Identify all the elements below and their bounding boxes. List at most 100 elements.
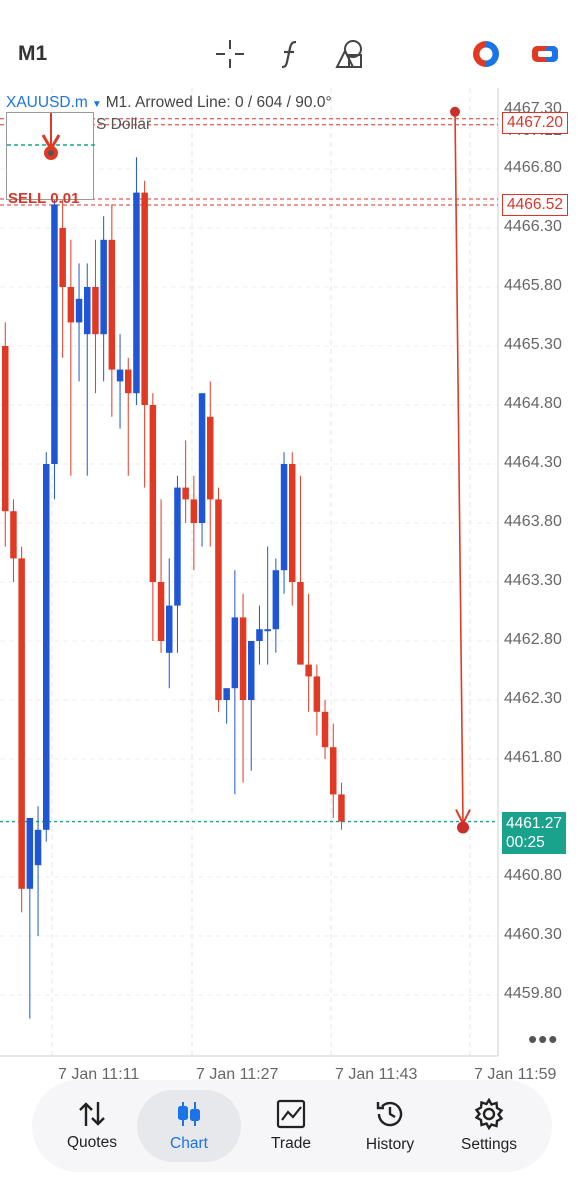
nav-history-label: History [365,1136,415,1153]
candle-body [280,464,288,571]
arrow-preview-icon [7,113,95,160]
nav-settings[interactable]: Settings [437,1090,541,1162]
candle-body [231,617,239,689]
more-icon[interactable]: ••• [528,1024,559,1054]
quotes-icon [79,1102,105,1126]
objects-icon[interactable] [332,36,368,72]
arrow-end-handle [457,821,469,834]
candle-body [108,239,116,370]
candle-body [67,287,75,323]
candle-body [264,629,271,632]
candle-body [141,192,148,405]
price-tick-label: 4460.30 [504,926,562,943]
nav-trade-label: Trade [271,1135,311,1152]
price-tick-label: 4466.30 [504,218,562,235]
sell-price-badge[interactable]: 4467.20 [502,112,569,134]
current-price-badge: 4461.27 00:25 [502,812,567,854]
candle-body [330,747,337,795]
time-axis-label: 7 Jan 11:43 [335,1066,418,1083]
candle-body [272,570,280,630]
candle-body [215,499,222,700]
candle-body [182,487,189,500]
price-tick-label: 4465.80 [504,277,562,294]
nav-quotes-label: Quotes [67,1134,117,1151]
chart-canvas[interactable] [0,88,582,1088]
timeframe-button[interactable]: M1 [18,42,48,65]
nav-settings-label: Settings [460,1136,517,1153]
candle-body [207,416,214,500]
time-axis-label: 7 Jan 11:59 [474,1066,557,1083]
candle-body [248,641,255,700]
candle-body [125,369,132,394]
symbol-description: S Dollar [96,116,152,133]
candle-body [59,228,66,287]
nav-chart-label: Chart [170,1135,208,1152]
candle-body [239,617,247,700]
nav-trade[interactable]: Trade [239,1090,343,1162]
price-tick-label: 4464.30 [504,454,562,471]
one-click-trading-icon[interactable] [468,36,504,72]
trade-toggle-icon[interactable] [527,36,563,72]
sell-price-badge[interactable]: 4466.52 [502,194,569,216]
chart-icon [178,1102,200,1126]
candle-body [84,287,91,335]
price-tick-label: 4460.80 [504,867,562,884]
candle-body [2,346,9,512]
candle-body [313,676,321,712]
arrowed-line [454,111,464,824]
candle-body [289,464,296,582]
candle-body [223,688,230,700]
price-tick-label: 4464.80 [504,395,562,412]
settings-icon [474,1098,504,1130]
arrow-start-handle [450,106,460,117]
price-tick-label: 4465.30 [504,336,562,353]
bar-countdown: 00:25 [506,834,545,851]
chart-info-line: XAUUSD.m ▼ M1. Arrowed Line: 0 / 604 / 90.… [6,94,332,112]
history-icon [376,1101,403,1127]
price-tick-label: 4462.30 [504,690,562,707]
candle-body [190,499,198,523]
price-tick-label: 4463.30 [504,572,562,589]
symbol-name[interactable]: XAUUSD.m [6,94,88,111]
candle-body [149,405,157,582]
candle-body [75,298,83,323]
candle-body [10,511,17,559]
price-tick-label: 4466.80 [504,159,562,176]
candle-body [157,582,165,641]
bottom-navigation: Quotes Chart Trade History Settings [32,1080,552,1172]
time-axis-label: 7 Jan 11:11 [58,1066,140,1083]
candle-body [100,239,107,335]
candle-body [338,794,345,822]
crosshair-icon[interactable] [212,36,248,72]
sell-order-label[interactable]: SELL 0.01 [8,190,80,207]
candle-body [26,818,34,889]
candle-body [297,582,304,665]
nav-chart[interactable]: Chart [137,1090,241,1162]
current-price-value: 4461.27 [506,815,563,832]
candle-body [256,629,263,641]
nav-quotes[interactable]: Quotes [40,1090,144,1162]
nav-history[interactable]: History [338,1090,442,1162]
trade-icon [276,1099,306,1129]
candle-body [133,192,140,394]
arrowed-line-thumbnail [6,112,95,200]
price-tick-label: 4461.80 [504,749,562,766]
candle-body [18,558,25,889]
price-tick-label: 4459.80 [504,985,562,1002]
candle-body [92,287,99,335]
candle-body [198,393,206,523]
candle-body [43,464,50,830]
price-tick-label: 4463.80 [504,513,562,530]
candle-body [305,664,312,677]
candle-body [51,204,58,464]
candle-body [116,369,124,382]
symbol-dropdown-icon[interactable]: ▼ [91,99,102,110]
candle-body [34,829,42,866]
function-icon[interactable] [272,36,308,72]
price-chart[interactable]: XAUUSD.m ▼ M1. Arrowed Line: 0 / 604 / 90.… [0,88,582,1088]
candle-body [166,605,173,653]
price-tick-label: 4462.80 [504,631,562,648]
time-axis-label: 7 Jan 11:27 [196,1066,279,1083]
candle-body [321,711,329,748]
candle-body [174,487,181,606]
